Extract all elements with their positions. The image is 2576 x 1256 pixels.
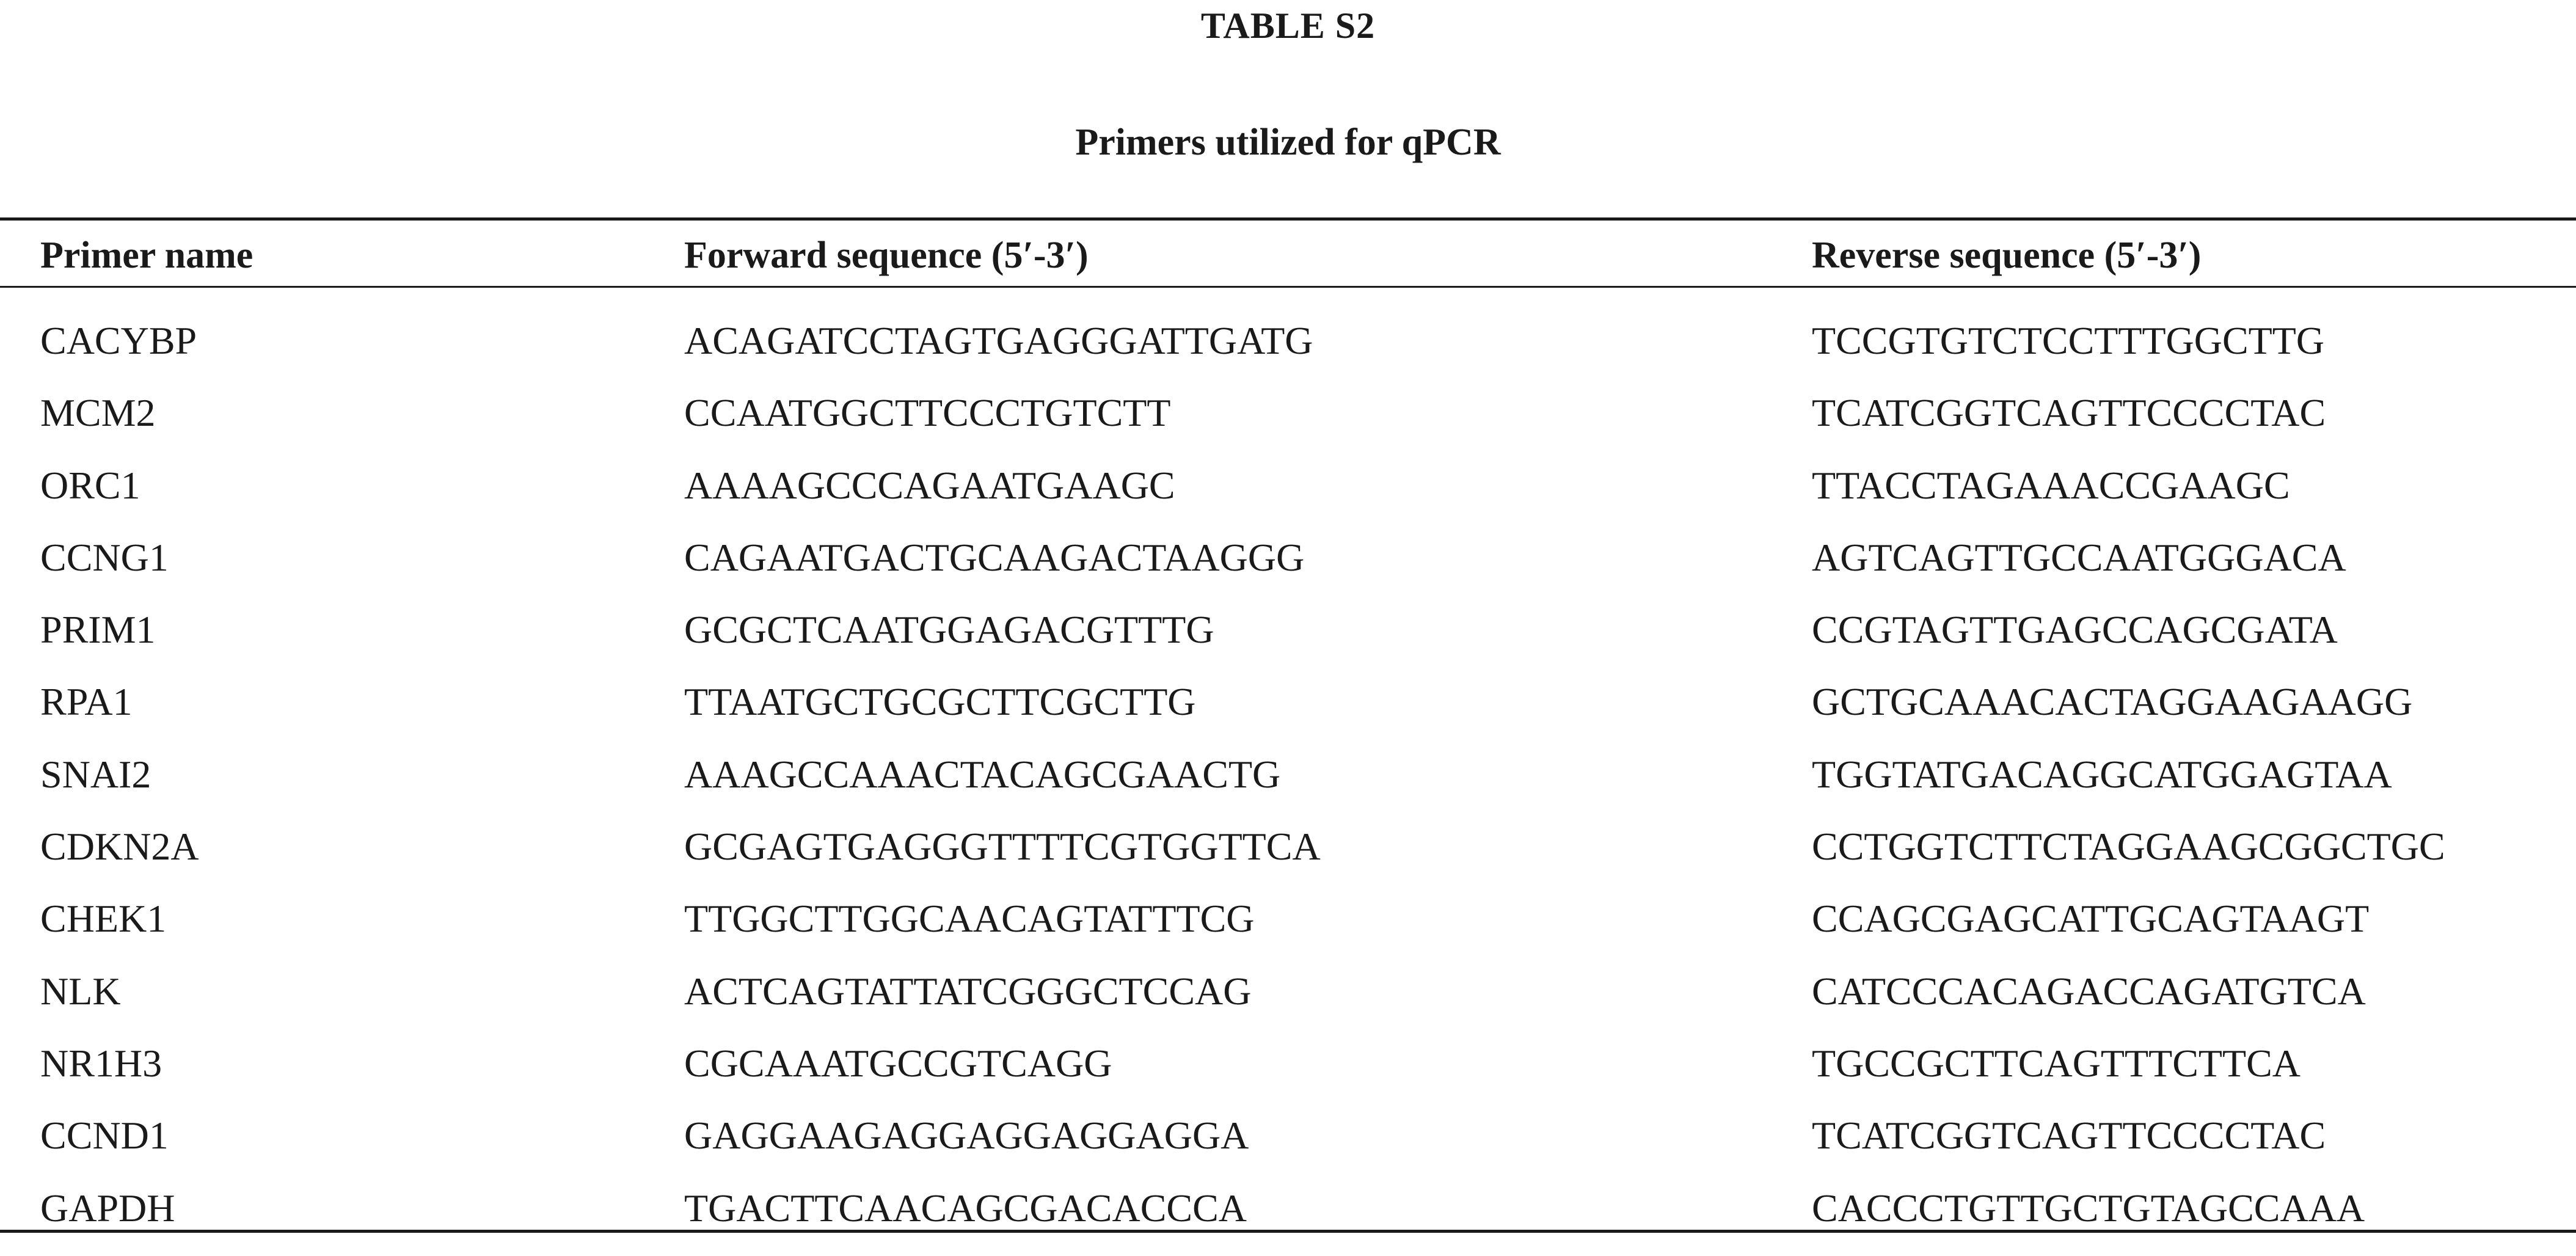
table-row: MCM2 CCAATGGCTTCCCTGTCTT TCATCGGTCAGTTCCCC… [0, 389, 2576, 461]
table-caption: Primers utilized for qPCR [1075, 122, 1501, 163]
reverse-sequence-cell: CCTGGTCTTCTAGGAAGCGGCTGC [1812, 825, 2445, 869]
table-row: GAPDH TGACTTCAACAGCGACACCCA CACCCTGTTGCTGT… [0, 1184, 2576, 1256]
primer-name-cell: MCM2 [40, 391, 156, 435]
table-row: NR1H3 CGCAAATGCCGTCAGG TGCCGCTTCAGTTTCTTCA [0, 1039, 2576, 1111]
reverse-sequence-cell: CATCCCACAGACCAGATGTCA [1812, 969, 2366, 1013]
forward-sequence-cell: GCGAGTGAGGGTTTTCGTGGTTCA [684, 825, 1321, 869]
table-label: TABLE S2 [1200, 5, 1376, 46]
primer-name-cell: CACYBP [40, 319, 197, 362]
primer-name-cell: NLK [40, 969, 121, 1013]
reverse-sequence-cell: TCATCGGTCAGTTCCCCTAC [1812, 391, 2326, 435]
table-row: CACYBP ACAGATCCTAGTGAGGGATTGATG TCCGTGTCTC… [0, 316, 2576, 389]
reverse-sequence-cell: TGGTATGACAGGCATGGAGTAA [1812, 752, 2392, 796]
forward-sequence-cell: GAGGAAGAGGAGGAGGAGGA [684, 1114, 1249, 1158]
forward-sequence-cell: CCAATGGCTTCCCTGTCTT [684, 391, 1171, 435]
forward-sequence-cell: TGACTTCAACAGCGACACCCA [684, 1186, 1247, 1230]
primer-name-cell: CHEK1 [40, 897, 167, 941]
forward-sequence-cell: GCGCTCAATGGAGACGTTTG [684, 608, 1214, 652]
table-row: CCNG1 CAGAATGACTGCAAGACTAAGGG AGTCAGTTGCCA… [0, 533, 2576, 605]
header-primer-name: Primer name [40, 235, 254, 276]
forward-sequence-cell: ACTCAGTATTATCGGGCTCCAG [684, 969, 1252, 1013]
forward-sequence-cell: CGCAAATGCCGTCAGG [684, 1041, 1112, 1085]
table-row: CDKN2A GCGAGTGAGGGTTTTCGTGGTTCA CCTGGTCTTC… [0, 822, 2576, 894]
forward-sequence-cell: CAGAATGACTGCAAGACTAAGGG [684, 535, 1305, 579]
primer-name-cell: ORC1 [40, 463, 140, 507]
header-forward-sequence: Forward sequence (5′-3′) [684, 235, 1089, 276]
primer-name-cell: RPA1 [40, 680, 133, 724]
table-row: RPA1 TTAATGCTGCGCTTCGCTTG GCTGCAAACACTAGGA… [0, 677, 2576, 750]
forward-sequence-cell: TTGGCTTGGCAACAGTATTTCG [684, 897, 1255, 941]
forward-sequence-cell: AAAAGCCCAGAATGAAGC [684, 463, 1175, 507]
reverse-sequence-cell: TCCGTGTCTCCTTTGGCTTG [1812, 319, 2325, 362]
table-row: NLK ACTCAGTATTATCGGGCTCCAG CATCCCACAGACCAG… [0, 967, 2576, 1039]
table-row: SNAI2 AAAGCCAAACTACAGCGAACTG TGGTATGACAGGC… [0, 750, 2576, 822]
reverse-sequence-cell: TCATCGGTCAGTTCCCCTAC [1812, 1114, 2326, 1158]
table-header-row: Primer name Forward sequence (5′-3′) Rev… [0, 231, 2576, 280]
reverse-sequence-cell: CCGTAGTTGAGCCAGCGATA [1812, 608, 2338, 652]
table-bottom-rule [0, 1230, 2576, 1233]
table-body: CACYBP ACAGATCCTAGTGAGGGATTGATG TCCGTGTCTC… [0, 316, 2576, 1256]
primer-name-cell: CCND1 [40, 1114, 169, 1158]
table-header-rule [0, 286, 2576, 288]
reverse-sequence-cell: CACCCTGTTGCTGTAGCCAAA [1812, 1186, 2365, 1230]
reverse-sequence-cell: AGTCAGTTGCCAATGGGACA [1812, 535, 2346, 579]
table-row: CHEK1 TTGGCTTGGCAACAGTATTTCG CCAGCGAGCATTG… [0, 894, 2576, 966]
table-top-rule [0, 217, 2576, 221]
reverse-sequence-cell: TTACCTAGAAACCGAAGC [1812, 463, 2290, 507]
table-row: PRIM1 GCGCTCAATGGAGACGTTTG CCGTAGTTGAGCCAG… [0, 605, 2576, 677]
primer-name-cell: SNAI2 [40, 752, 151, 796]
primer-name-cell: CDKN2A [40, 825, 199, 869]
reverse-sequence-cell: TGCCGCTTCAGTTTCTTCA [1812, 1041, 2301, 1085]
primer-name-cell: PRIM1 [40, 608, 156, 652]
primer-name-cell: CCNG1 [40, 535, 169, 579]
forward-sequence-cell: ACAGATCCTAGTGAGGGATTGATG [684, 319, 1313, 362]
reverse-sequence-cell: GCTGCAAACACTAGGAAGAAGG [1812, 680, 2413, 724]
primer-name-cell: GAPDH [40, 1186, 175, 1230]
forward-sequence-cell: TTAATGCTGCGCTTCGCTTG [684, 680, 1196, 724]
reverse-sequence-cell: CCAGCGAGCATTGCAGTAAGT [1812, 897, 2370, 941]
table-row: ORC1 AAAAGCCCAGAATGAAGC TTACCTAGAAACCGAAGC [0, 461, 2576, 533]
header-reverse-sequence: Reverse sequence (5′-3′) [1812, 235, 2202, 276]
forward-sequence-cell: AAAGCCAAACTACAGCGAACTG [684, 752, 1281, 796]
primer-name-cell: NR1H3 [40, 1041, 162, 1085]
table-row: CCND1 GAGGAAGAGGAGGAGGAGGA TCATCGGTCAGTTCC… [0, 1111, 2576, 1183]
